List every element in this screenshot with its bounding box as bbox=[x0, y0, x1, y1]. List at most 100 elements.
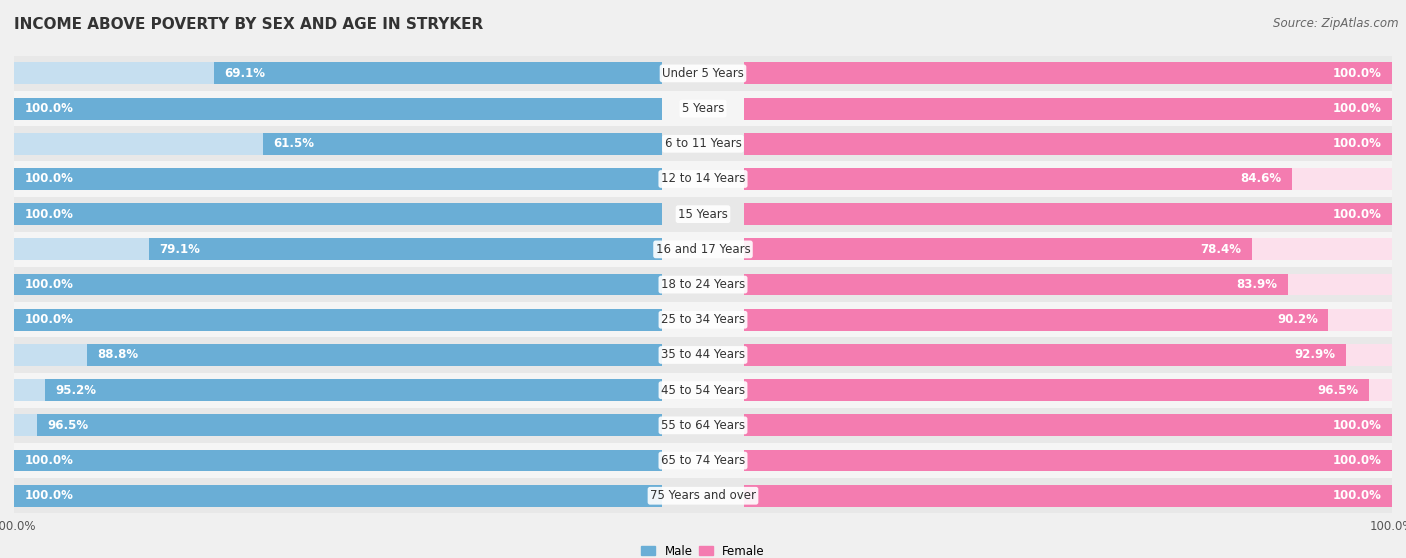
Bar bbox=[45, 379, 662, 401]
Bar bbox=[744, 98, 1392, 119]
Bar bbox=[744, 415, 1392, 436]
Bar bbox=[14, 168, 662, 190]
Text: 100.0%: 100.0% bbox=[1333, 419, 1382, 432]
Bar bbox=[14, 338, 1392, 373]
Bar bbox=[14, 168, 662, 190]
Text: 95.2%: 95.2% bbox=[55, 384, 97, 397]
Bar bbox=[14, 98, 662, 119]
Text: 61.5%: 61.5% bbox=[274, 137, 315, 150]
Text: 84.6%: 84.6% bbox=[1240, 172, 1282, 185]
Bar bbox=[14, 273, 662, 296]
Bar bbox=[744, 168, 1292, 190]
Text: 16 and 17 Years: 16 and 17 Years bbox=[655, 243, 751, 256]
Text: 5 Years: 5 Years bbox=[682, 102, 724, 115]
Bar bbox=[14, 203, 662, 225]
Text: 69.1%: 69.1% bbox=[225, 67, 266, 80]
Text: 79.1%: 79.1% bbox=[160, 243, 201, 256]
Bar bbox=[14, 450, 662, 472]
Bar bbox=[744, 98, 1392, 119]
Bar bbox=[14, 373, 1392, 408]
Bar bbox=[744, 379, 1369, 401]
Bar bbox=[14, 485, 662, 507]
Bar bbox=[149, 238, 662, 260]
Text: 100.0%: 100.0% bbox=[24, 278, 73, 291]
Bar bbox=[744, 450, 1392, 472]
Text: 6 to 11 Years: 6 to 11 Years bbox=[665, 137, 741, 150]
Bar bbox=[14, 126, 1392, 161]
Bar bbox=[14, 443, 1392, 478]
Bar bbox=[744, 379, 1392, 401]
Text: 88.8%: 88.8% bbox=[97, 349, 138, 362]
Bar bbox=[744, 415, 1392, 436]
Bar bbox=[744, 309, 1329, 331]
Bar bbox=[14, 196, 1392, 232]
Bar bbox=[87, 344, 662, 366]
Text: 100.0%: 100.0% bbox=[24, 102, 73, 115]
Text: 100.0%: 100.0% bbox=[1333, 67, 1382, 80]
Bar bbox=[744, 133, 1392, 155]
Bar bbox=[14, 98, 662, 119]
Text: 92.9%: 92.9% bbox=[1295, 349, 1336, 362]
Bar bbox=[14, 309, 662, 331]
Text: 45 to 54 Years: 45 to 54 Years bbox=[661, 384, 745, 397]
Text: 100.0%: 100.0% bbox=[24, 208, 73, 220]
Bar bbox=[744, 238, 1253, 260]
Text: 90.2%: 90.2% bbox=[1277, 313, 1319, 326]
Bar bbox=[744, 273, 1392, 296]
Text: Under 5 Years: Under 5 Years bbox=[662, 67, 744, 80]
Text: 78.4%: 78.4% bbox=[1201, 243, 1241, 256]
Bar bbox=[14, 161, 1392, 196]
Text: 100.0%: 100.0% bbox=[1333, 454, 1382, 467]
Text: 12 to 14 Years: 12 to 14 Years bbox=[661, 172, 745, 185]
Text: 65 to 74 Years: 65 to 74 Years bbox=[661, 454, 745, 467]
Bar bbox=[744, 273, 1288, 296]
Text: 55 to 64 Years: 55 to 64 Years bbox=[661, 419, 745, 432]
Text: 100.0%: 100.0% bbox=[1333, 489, 1382, 502]
Legend: Male, Female: Male, Female bbox=[637, 540, 769, 558]
Bar bbox=[14, 309, 662, 331]
Text: 75 Years and over: 75 Years and over bbox=[650, 489, 756, 502]
Bar bbox=[744, 168, 1392, 190]
Bar bbox=[14, 56, 1392, 91]
Bar bbox=[14, 273, 662, 296]
Text: 83.9%: 83.9% bbox=[1236, 278, 1277, 291]
Bar bbox=[744, 133, 1392, 155]
Bar bbox=[14, 450, 662, 472]
Bar bbox=[744, 450, 1392, 472]
Text: 100.0%: 100.0% bbox=[1333, 137, 1382, 150]
Bar bbox=[14, 302, 1392, 338]
Bar bbox=[14, 91, 1392, 126]
Bar bbox=[14, 379, 662, 401]
Bar bbox=[744, 203, 1392, 225]
Bar bbox=[14, 133, 662, 155]
Bar bbox=[14, 344, 662, 366]
Bar bbox=[744, 485, 1392, 507]
Text: 100.0%: 100.0% bbox=[1333, 102, 1382, 115]
Bar bbox=[14, 415, 662, 436]
Bar bbox=[744, 62, 1392, 84]
Text: 15 Years: 15 Years bbox=[678, 208, 728, 220]
Text: 100.0%: 100.0% bbox=[1333, 208, 1382, 220]
Bar bbox=[744, 309, 1392, 331]
Text: 96.5%: 96.5% bbox=[46, 419, 89, 432]
Text: 100.0%: 100.0% bbox=[24, 172, 73, 185]
Bar bbox=[263, 133, 662, 155]
Bar bbox=[744, 485, 1392, 507]
Bar bbox=[14, 267, 1392, 302]
Text: 100.0%: 100.0% bbox=[24, 454, 73, 467]
Bar bbox=[14, 478, 1392, 513]
Bar bbox=[37, 415, 662, 436]
Bar bbox=[744, 203, 1392, 225]
Bar bbox=[744, 62, 1392, 84]
Bar bbox=[744, 344, 1346, 366]
Bar bbox=[14, 485, 662, 507]
Text: 100.0%: 100.0% bbox=[24, 489, 73, 502]
Bar bbox=[14, 203, 662, 225]
Bar bbox=[14, 238, 662, 260]
Bar bbox=[14, 232, 1392, 267]
Text: 25 to 34 Years: 25 to 34 Years bbox=[661, 313, 745, 326]
Text: 100.0%: 100.0% bbox=[24, 313, 73, 326]
Text: 35 to 44 Years: 35 to 44 Years bbox=[661, 349, 745, 362]
Text: 96.5%: 96.5% bbox=[1317, 384, 1360, 397]
Bar bbox=[744, 344, 1392, 366]
